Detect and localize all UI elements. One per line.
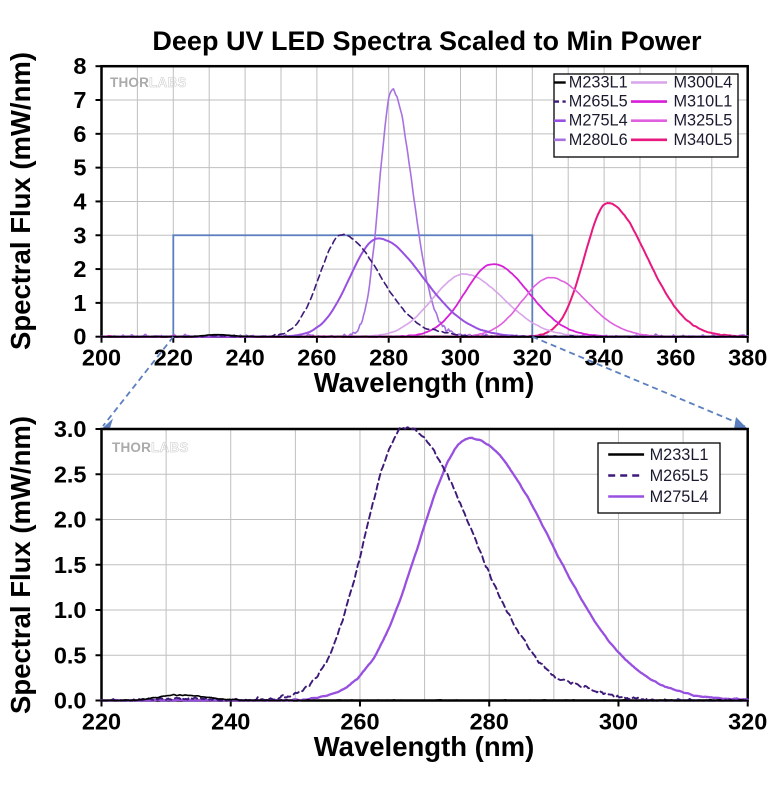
svg-text:240: 240 [211, 709, 250, 735]
svg-text:1.5: 1.5 [54, 552, 87, 578]
svg-text:4: 4 [73, 188, 86, 214]
svg-text:2: 2 [73, 256, 86, 282]
svg-text:1.0: 1.0 [54, 597, 87, 623]
svg-text:220: 220 [82, 709, 121, 735]
svg-text:8: 8 [73, 53, 86, 79]
svg-text:2.0: 2.0 [54, 507, 87, 533]
svg-text:M275L4: M275L4 [569, 112, 628, 130]
svg-text:M280L6: M280L6 [569, 131, 628, 149]
svg-text:3.0: 3.0 [54, 416, 87, 442]
svg-text:Wavelength (nm): Wavelength (nm) [314, 367, 535, 398]
svg-text:Spectral Flux (mW/nm): Spectral Flux (mW/nm) [5, 52, 36, 350]
svg-text:7: 7 [73, 87, 86, 113]
svg-text:M340L5: M340L5 [674, 131, 733, 149]
svg-text:Deep UV LED Spectra Scaled to: Deep UV LED Spectra Scaled to Min Power [152, 26, 702, 56]
svg-text:M265L5: M265L5 [650, 467, 709, 485]
svg-text:M300L4: M300L4 [674, 74, 733, 92]
svg-text:Wavelength (nm): Wavelength (nm) [314, 731, 535, 762]
svg-text:THORLABS: THORLABS [110, 75, 187, 90]
svg-text:THORLABS: THORLABS [112, 440, 189, 455]
svg-text:0: 0 [73, 324, 86, 350]
svg-text:300: 300 [599, 709, 638, 735]
svg-text:M310L1: M310L1 [674, 93, 733, 111]
svg-text:1: 1 [73, 290, 86, 316]
svg-text:380: 380 [728, 345, 767, 371]
svg-text:6: 6 [73, 121, 86, 147]
svg-text:M275L4: M275L4 [650, 488, 709, 506]
svg-text:Spectral Flux (mW/nm): Spectral Flux (mW/nm) [5, 416, 36, 714]
svg-text:0.0: 0.0 [54, 688, 87, 714]
svg-text:200: 200 [82, 345, 121, 371]
svg-text:M233L1: M233L1 [569, 74, 628, 92]
svg-text:2.5: 2.5 [54, 461, 87, 487]
svg-text:240: 240 [225, 345, 264, 371]
svg-text:340: 340 [584, 345, 623, 371]
svg-text:220: 220 [154, 345, 193, 371]
svg-text:M325L5: M325L5 [674, 112, 733, 130]
svg-text:M233L1: M233L1 [650, 446, 709, 464]
svg-text:3: 3 [73, 222, 86, 248]
svg-text:5: 5 [73, 155, 86, 181]
svg-text:320: 320 [728, 709, 767, 735]
svg-text:0.5: 0.5 [54, 642, 87, 668]
svg-text:M265L5: M265L5 [569, 93, 628, 111]
svg-text:360: 360 [656, 345, 695, 371]
